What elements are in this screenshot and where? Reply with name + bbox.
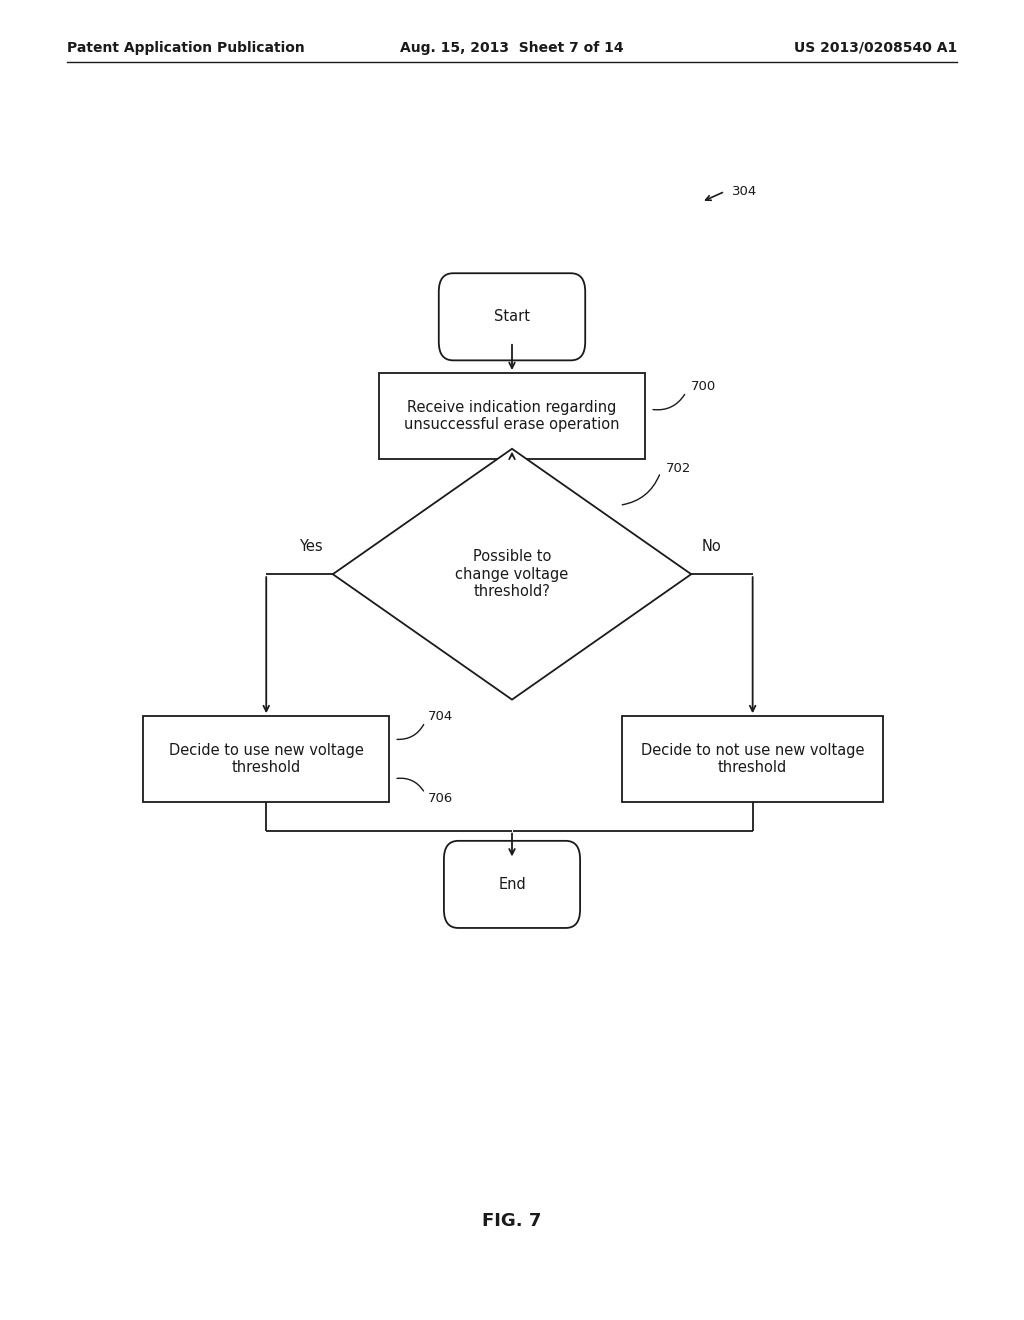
- Bar: [622, 717, 883, 803]
- FancyBboxPatch shape: [438, 273, 586, 360]
- Text: 706: 706: [428, 792, 454, 805]
- Text: Patent Application Publication: Patent Application Publication: [67, 41, 304, 54]
- Text: 704: 704: [428, 710, 454, 723]
- Text: No: No: [701, 540, 721, 554]
- Text: US 2013/0208540 A1: US 2013/0208540 A1: [795, 41, 957, 54]
- Text: Aug. 15, 2013  Sheet 7 of 14: Aug. 15, 2013 Sheet 7 of 14: [400, 41, 624, 54]
- FancyBboxPatch shape: [444, 841, 580, 928]
- Text: Receive indication regarding
unsuccessful erase operation: Receive indication regarding unsuccessfu…: [404, 400, 620, 432]
- Text: Start: Start: [494, 309, 530, 325]
- Text: Possible to
change voltage
threshold?: Possible to change voltage threshold?: [456, 549, 568, 599]
- Text: End: End: [498, 876, 526, 892]
- Text: FIG. 7: FIG. 7: [482, 1212, 542, 1230]
- Text: 702: 702: [666, 462, 691, 475]
- Text: 304: 304: [732, 185, 758, 198]
- Text: Yes: Yes: [299, 540, 323, 554]
- Text: Decide to use new voltage
threshold: Decide to use new voltage threshold: [169, 743, 364, 775]
- Bar: [379, 372, 645, 458]
- Polygon shape: [333, 449, 691, 700]
- Text: Decide to not use new voltage
threshold: Decide to not use new voltage threshold: [641, 743, 864, 775]
- Text: 700: 700: [691, 380, 717, 393]
- Bar: [143, 717, 389, 803]
